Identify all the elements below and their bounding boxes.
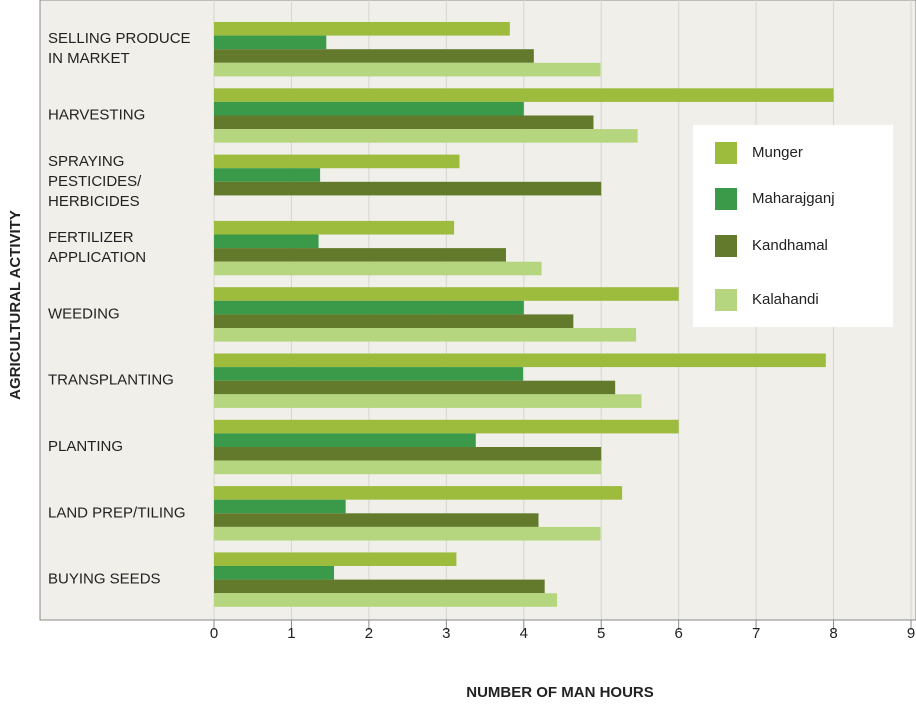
bar [214,101,524,116]
y-tick-label: PLANTING [48,438,123,455]
bar [214,433,476,447]
bar [214,513,539,527]
bar [214,447,602,461]
bar [214,499,346,514]
legend-label: Munger [752,144,803,161]
bar [214,353,826,368]
x-tick-label: 9 [907,625,915,642]
y-tick-label: FERTILIZER APPLICATION [48,229,146,266]
bar [214,234,319,249]
x-tick-label: 4 [520,625,528,642]
y-tick-label: BUYING SEEDS [48,571,161,588]
bar [214,115,594,130]
y-tick-label: SPRAYING PESTICIDES/HERBICIDES [48,153,142,210]
bar [214,419,679,434]
legend-label: Kalahandi [752,291,819,308]
bar [214,248,506,262]
x-axis-title: NUMBER OF MAN HOURS [466,684,654,701]
legend-label: Kandhamal [752,237,828,254]
bar [214,486,623,500]
bar [214,22,510,36]
y-tick-label: WEEDING [48,305,120,322]
bar [214,220,455,235]
x-tick-label: 0 [210,625,218,642]
bar [214,154,460,169]
bar [214,62,601,77]
bar [214,593,558,607]
bar [214,300,524,315]
bar [214,526,601,541]
bar [214,181,602,196]
y-tick-label: TRANSPLANTING [48,372,174,389]
bar [214,394,642,408]
bar [214,380,616,395]
bar [214,328,637,342]
legend-label: Maharajganj [752,190,835,207]
x-tick-label: 5 [597,625,605,642]
legend-swatch [715,142,737,164]
bar [214,579,545,594]
legend-swatch [715,235,737,257]
x-tick-label: 2 [365,625,373,642]
y-tick-label: LAND PREP/TILING [48,504,186,521]
y-tick-label: SELLING PRODUCE IN MARKET [48,30,191,67]
legend-swatch [715,289,737,311]
x-tick-label: 3 [442,625,450,642]
bar [214,49,534,63]
bar [214,460,602,475]
bar [214,314,574,328]
y-tick-label: HARVESTING [48,106,145,123]
x-tick-label: 1 [287,625,295,642]
bar [214,35,327,50]
bar [214,566,335,580]
bar [214,88,834,102]
bar [214,552,457,566]
x-tick-label: 6 [674,625,682,642]
bar [214,168,321,182]
y-axis-title: AGRICULTURAL ACTIVITY [7,210,24,400]
bar [214,261,542,276]
x-tick-label: 8 [829,625,837,642]
legend-swatch [715,188,737,210]
bar [214,367,524,381]
x-tick-label: 7 [752,625,760,642]
bar [214,129,638,143]
bar [214,287,679,301]
